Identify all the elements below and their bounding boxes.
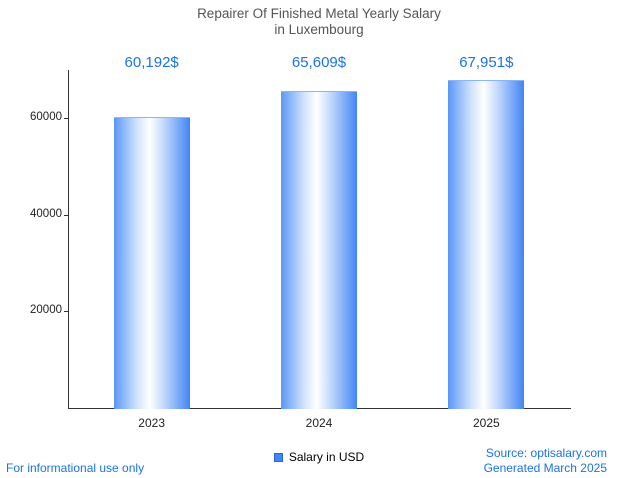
chart-title: Repairer Of Finished Metal Yearly Salary… (0, 6, 638, 38)
x-axis-label: 2025 (472, 416, 500, 430)
generated-date: Generated March 2025 (483, 461, 607, 475)
y-axis-label: 40000 (30, 207, 62, 220)
bar-value-label: 67,951$ (459, 54, 514, 71)
bar-value-label: 65,609$ (291, 54, 347, 71)
y-axis-label: 20000 (30, 304, 62, 317)
source-link[interactable]: Source: optisalary.com (485, 446, 607, 460)
y-axis-tick (64, 118, 68, 120)
chart-title-line1: Repairer Of Finished Metal Yearly Salary (197, 6, 441, 21)
source-info: Source: optisalary.com Generated March 2… (484, 446, 607, 476)
x-axis-label: 2024 (305, 416, 333, 430)
y-axis-tick (64, 214, 68, 216)
x-axis-label: 2023 (138, 416, 165, 430)
bar (281, 91, 357, 409)
bar (113, 117, 190, 409)
chart-title-line2: in Luxembourg (274, 22, 364, 37)
bar-value-label: 60,192$ (124, 54, 179, 71)
y-axis-label: 60000 (30, 111, 62, 124)
bar (448, 79, 525, 409)
disclaimer-text: For informational use only (6, 461, 145, 475)
legend-swatch-icon (273, 452, 283, 462)
legend-label: Salary in USD (288, 450, 365, 464)
legend: Salary in USD (0, 450, 638, 464)
y-axis-tick (64, 311, 68, 313)
